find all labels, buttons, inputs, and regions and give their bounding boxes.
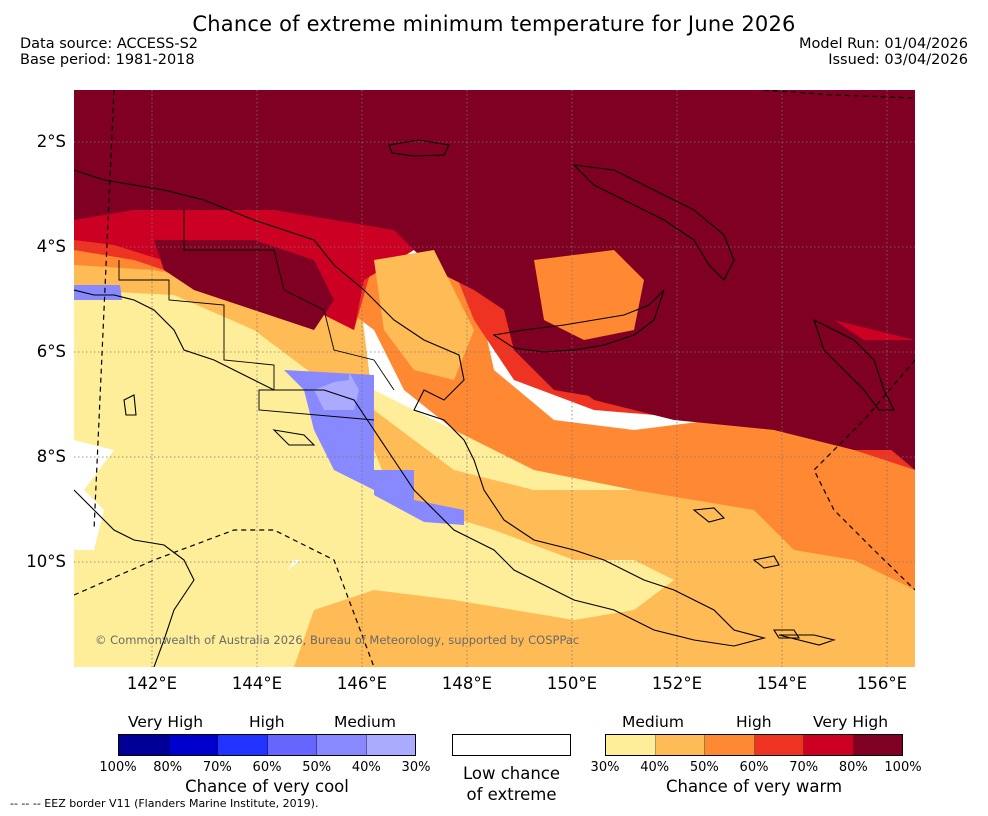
warm-tick-label: 30%: [590, 760, 620, 775]
lon-label-148e: 148°E: [441, 674, 493, 693]
warm-swatch-5: [853, 735, 902, 755]
copyright-text: © Commonwealth of Australia 2026, Bureau…: [95, 633, 580, 647]
cool-swatch-5: [366, 735, 415, 755]
manus-coast: [388, 139, 450, 157]
source-info: Data source: ACCESS-S2 Base period: 1981…: [20, 36, 198, 68]
cool-tick-label: 70%: [202, 760, 232, 775]
lon-label-142e: 142°E: [126, 674, 178, 693]
warm-tick-label: 70%: [789, 760, 819, 775]
graticule: [74, 90, 915, 667]
lon-label-144e: 144°E: [231, 674, 283, 693]
cool-swatch-2: [218, 735, 268, 755]
bougainville-coast: [813, 318, 895, 411]
lon-label-156e: 156°E: [856, 674, 908, 693]
lon-label-154e: 154°E: [756, 674, 808, 693]
cool-heading-medium: Medium: [334, 713, 396, 731]
cool-tick-label: 50%: [302, 760, 332, 775]
warm-80-100-area: [74, 90, 915, 470]
lat-label-10s: 10°S: [26, 552, 66, 571]
low-chance-line2: of extreme: [466, 785, 557, 804]
coastlines: [74, 139, 895, 667]
cool-swatch-1: [168, 735, 218, 755]
warm-heading-medium: Medium: [622, 713, 684, 731]
cool-heading-high: High: [249, 713, 285, 731]
warm-center-blob: [374, 250, 474, 380]
eez-line-north: [93, 90, 115, 531]
eez-note: -- -- -- EEZ border V11 (Flanders Marine…: [10, 797, 319, 810]
chart-title: Chance of extreme minimum temperature fo…: [192, 12, 796, 36]
lon-label-152e: 152°E: [651, 674, 703, 693]
cool-30-40-area-nw: [74, 285, 122, 300]
warm-tick-label: 50%: [689, 760, 719, 775]
warm-center-blob-2: [534, 250, 644, 340]
cool-tick-label: 100%: [99, 760, 137, 775]
map-canvas: [74, 90, 915, 667]
lat-label-8s: 8°S: [36, 447, 66, 466]
borders: [118, 210, 395, 421]
warm-heading-high: High: [736, 713, 772, 731]
data-source: Data source: ACCESS-S2: [20, 36, 199, 52]
forecast-map: [74, 90, 915, 667]
lon-label-146e: 146°E: [336, 674, 388, 693]
warm-80-100-east-area: [554, 320, 915, 450]
eez-border: [74, 90, 915, 667]
eez-line-west: [74, 529, 375, 667]
warm-swatch-4: [804, 735, 854, 755]
warm-colorbar: [605, 734, 903, 756]
issued-date: Issued: 03/04/2026: [828, 52, 968, 68]
eez-line-east: [813, 359, 915, 591]
warm-80-100-west-area: [154, 240, 334, 330]
warm-40-50-area: [74, 240, 915, 667]
warm-heading-very-high: Very High: [813, 713, 889, 731]
base-period: Base period: 1981-2018: [20, 52, 195, 68]
warm-tick-label: 100%: [884, 760, 922, 775]
new-guinea-coast: [74, 169, 767, 647]
small-islands: [692, 507, 836, 646]
warm-swatch-0: [606, 735, 656, 755]
cool-50-60-area: [314, 372, 359, 410]
run-info: Model Run: 01/04/2026 Issued: 03/04/2026: [799, 36, 968, 68]
cool-swatch-4: [317, 735, 367, 755]
cool-heading-very-high: Very High: [128, 713, 204, 731]
cool-swatch-3: [267, 735, 317, 755]
low-chance-label: Low chance of extreme: [440, 763, 583, 805]
province-border: [183, 210, 395, 391]
low-chance-swatch: [452, 734, 571, 756]
cool-colorbar: [118, 734, 416, 756]
warm-legend-label: Chance of very warm: [665, 777, 843, 796]
cool-legend-label: Chance of very cool: [185, 777, 349, 796]
warm-tick-label: 80%: [838, 760, 868, 775]
new-ireland-coast: [572, 164, 735, 281]
warm-swatch-3: [754, 735, 804, 755]
lat-label-2s: 2°S: [36, 132, 66, 151]
warm-swatch-1: [655, 735, 705, 755]
cool-tick-label: 30%: [401, 760, 431, 775]
model-run: Model Run: 01/04/2026: [798, 36, 968, 52]
warm-swatch-2: [705, 735, 755, 755]
lat-label-4s: 4°S: [36, 237, 66, 256]
warm-tick-label: 60%: [739, 760, 769, 775]
warm-tick-label: 40%: [640, 760, 670, 775]
cool-swatch-0: [119, 735, 169, 755]
cool-tick-label: 80%: [153, 760, 183, 775]
cool-tick-label: 40%: [351, 760, 381, 775]
cool-tick-label: 60%: [252, 760, 282, 775]
gulf-islands: [123, 394, 316, 446]
warm-50-60-area: [74, 220, 915, 590]
new-britain-coast: [492, 289, 665, 353]
low-chance-line1: Low chance: [462, 764, 561, 783]
lat-label-6s: 6°S: [36, 342, 66, 361]
lon-label-150e: 150°E: [546, 674, 598, 693]
png-border-west: [118, 260, 375, 421]
